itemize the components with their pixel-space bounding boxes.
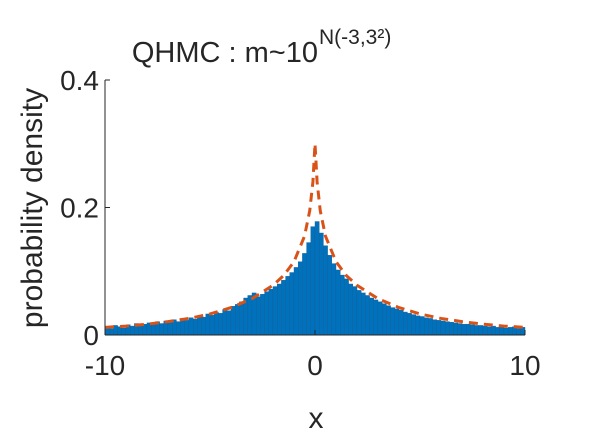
bar: [382, 303, 387, 336]
bar: [390, 307, 396, 336]
chart-title-exponent: N(-3,3²): [319, 26, 391, 49]
bar: [247, 295, 253, 336]
bar: [306, 242, 312, 336]
bar: [319, 232, 324, 336]
bar: [466, 323, 471, 336]
x-tick-label: -10: [85, 350, 125, 381]
bar: [138, 325, 144, 336]
bar: [335, 269, 341, 336]
bar: [192, 318, 198, 336]
bar: [281, 279, 286, 336]
bar: [369, 297, 375, 336]
bar: [293, 267, 299, 336]
y-axis-label: probability density: [16, 88, 49, 328]
bar: [428, 318, 433, 336]
bar: [461, 323, 467, 336]
bar: [226, 310, 232, 336]
bar: [234, 304, 240, 336]
x-axis-label: x: [309, 402, 324, 435]
bar: [491, 325, 496, 336]
bar: [356, 290, 362, 336]
bar: [470, 324, 475, 336]
bar: [117, 326, 122, 336]
y-tick-label: 0.4: [60, 65, 99, 96]
bar: [197, 315, 202, 336]
bar: [386, 305, 391, 336]
bar: [403, 311, 408, 336]
bar: [289, 272, 295, 336]
bar: [298, 261, 303, 336]
bar: [222, 309, 228, 336]
bar: [150, 324, 156, 336]
chart-title: QHMC : m~10: [132, 37, 318, 69]
bar: [398, 309, 404, 336]
bar: [352, 286, 358, 336]
bar: [277, 283, 282, 336]
bar: [449, 322, 454, 336]
bar: [167, 322, 173, 336]
bar: [499, 326, 505, 336]
bar: [184, 320, 190, 336]
bar: [495, 327, 501, 336]
bar: [272, 286, 278, 336]
bar: [213, 311, 219, 336]
bar: [424, 317, 429, 336]
y-tick-label: 0.2: [60, 193, 99, 224]
bar: [445, 321, 450, 336]
bar: [209, 315, 215, 336]
x-tick-label: 10: [509, 350, 540, 381]
bar: [264, 291, 270, 336]
bar: [121, 327, 127, 336]
bar: [302, 253, 307, 336]
bar: [394, 308, 400, 336]
bar: [415, 315, 421, 336]
bar: [239, 301, 244, 336]
bar: [508, 327, 513, 336]
bar: [201, 316, 207, 336]
bar: [474, 325, 480, 336]
bar: [129, 325, 135, 336]
bar: [365, 295, 370, 336]
bar: [176, 321, 181, 336]
bar: [285, 276, 291, 336]
bar: [373, 299, 379, 336]
bar: [407, 313, 412, 336]
bar: [340, 274, 345, 336]
bar: [159, 323, 165, 336]
bar: [256, 296, 261, 336]
bar: [310, 226, 316, 336]
bar: [331, 263, 337, 336]
y-tick-label: 0: [83, 320, 99, 351]
density-line: [104, 143, 526, 329]
bar: [108, 328, 114, 336]
bar: [344, 278, 349, 336]
bar: [113, 325, 118, 336]
bar: [436, 320, 442, 336]
bar: [482, 325, 488, 336]
bar: [218, 313, 223, 336]
bar: [440, 320, 446, 336]
bar: [432, 319, 438, 336]
bar: [361, 292, 366, 336]
bar: [205, 313, 211, 336]
bar: [188, 317, 194, 336]
bar: [377, 301, 383, 336]
bar: [327, 255, 333, 336]
bar: [323, 245, 328, 336]
bar: [503, 327, 509, 336]
bar: [348, 283, 354, 336]
bar: [260, 294, 265, 336]
bar: [453, 322, 459, 336]
bar: [411, 314, 417, 336]
bar: [487, 326, 492, 336]
bar: [516, 328, 521, 336]
bar: [230, 306, 236, 336]
x-tick-label: 0: [307, 350, 323, 381]
bar: [314, 221, 320, 336]
bar: [457, 323, 463, 336]
bar: [419, 316, 425, 336]
bar: [268, 288, 274, 336]
bar: [478, 325, 484, 336]
